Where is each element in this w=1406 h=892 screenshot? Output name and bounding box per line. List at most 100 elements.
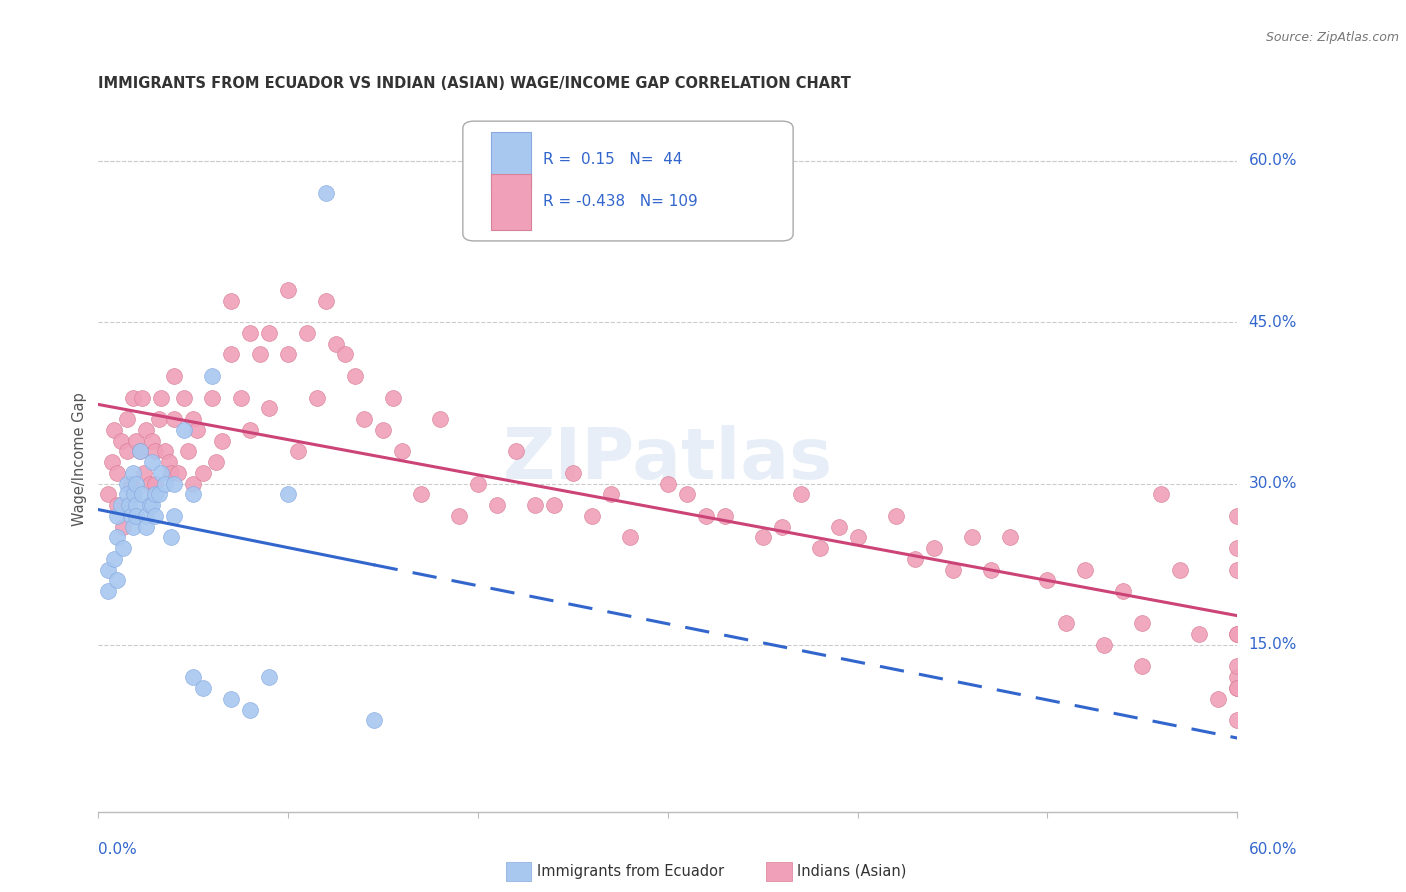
Point [1226, 681, 1249, 695]
Point [1226, 541, 1249, 556]
Point [1036, 574, 1059, 588]
Point [163, 476, 186, 491]
Point [97, 563, 120, 577]
Point [135, 508, 157, 523]
Point [239, 326, 262, 340]
Point [100, 455, 122, 469]
Point [846, 530, 869, 544]
Point [505, 444, 527, 458]
Point [135, 519, 157, 533]
Point [790, 487, 813, 501]
Point [191, 466, 214, 480]
Point [112, 541, 135, 556]
Point [176, 444, 198, 458]
Point [1112, 584, 1135, 599]
Point [183, 476, 205, 491]
Point [118, 498, 141, 512]
Point [581, 508, 603, 523]
Point [221, 293, 243, 308]
Point [183, 670, 205, 684]
Y-axis label: Wage/Income Gap: Wage/Income Gap [72, 392, 87, 526]
Text: Source: ZipAtlas.com: Source: ZipAtlas.com [1265, 31, 1399, 45]
Point [363, 713, 385, 727]
Point [1226, 627, 1249, 641]
Point [173, 391, 195, 405]
Point [287, 444, 309, 458]
Point [191, 681, 214, 695]
Point [277, 283, 299, 297]
Point [159, 530, 181, 544]
Point [183, 487, 205, 501]
Point [676, 487, 699, 501]
Point [159, 466, 181, 480]
Point [1074, 563, 1097, 577]
Point [120, 476, 142, 491]
Point [277, 487, 299, 501]
Text: 60.0%: 60.0% [1249, 153, 1296, 169]
Point [1094, 638, 1116, 652]
Point [107, 466, 129, 480]
Point [371, 423, 394, 437]
Point [97, 584, 120, 599]
Point [1226, 681, 1249, 695]
Text: IMMIGRANTS FROM ECUADOR VS INDIAN (ASIAN) WAGE/INCOME GAP CORRELATION CHART: IMMIGRANTS FROM ECUADOR VS INDIAN (ASIAN… [98, 76, 851, 91]
Point [201, 391, 224, 405]
Point [124, 487, 146, 501]
Point [138, 498, 160, 512]
Point [249, 347, 271, 361]
Point [562, 466, 585, 480]
FancyBboxPatch shape [491, 174, 531, 230]
Point [145, 508, 167, 523]
Text: ZIPatlas: ZIPatlas [503, 425, 832, 494]
Point [335, 347, 357, 361]
Point [904, 552, 927, 566]
Point [1150, 487, 1173, 501]
Point [1208, 691, 1230, 706]
Point [112, 519, 135, 533]
Point [1226, 670, 1249, 684]
Point [714, 508, 737, 523]
Point [150, 466, 173, 480]
Point [277, 347, 299, 361]
Point [315, 293, 337, 308]
Point [163, 369, 186, 384]
Point [449, 508, 471, 523]
Point [343, 369, 366, 384]
Point [221, 347, 243, 361]
Point [138, 476, 160, 491]
Point [121, 466, 143, 480]
Point [124, 487, 146, 501]
Point [960, 530, 983, 544]
Point [129, 444, 152, 458]
Point [239, 702, 262, 716]
Point [391, 444, 413, 458]
Point [173, 423, 195, 437]
Text: 60.0%: 60.0% [1249, 842, 1296, 857]
Point [157, 455, 180, 469]
Point [325, 336, 347, 351]
Point [103, 423, 125, 437]
Point [429, 412, 451, 426]
Point [183, 412, 205, 426]
Point [141, 455, 163, 469]
Point [1132, 659, 1154, 673]
Point [148, 487, 170, 501]
Point [1132, 616, 1154, 631]
Point [543, 498, 565, 512]
Point [153, 444, 176, 458]
Point [1188, 627, 1211, 641]
Point [131, 487, 153, 501]
Point [97, 487, 120, 501]
Point [141, 434, 163, 448]
Point [1226, 563, 1249, 577]
Point [259, 670, 281, 684]
Point [103, 552, 125, 566]
Point [828, 519, 851, 533]
Text: 45.0%: 45.0% [1249, 315, 1296, 330]
Point [211, 434, 233, 448]
Point [1226, 508, 1249, 523]
Point [305, 391, 328, 405]
Point [125, 476, 148, 491]
Point [381, 391, 404, 405]
Point [107, 574, 129, 588]
